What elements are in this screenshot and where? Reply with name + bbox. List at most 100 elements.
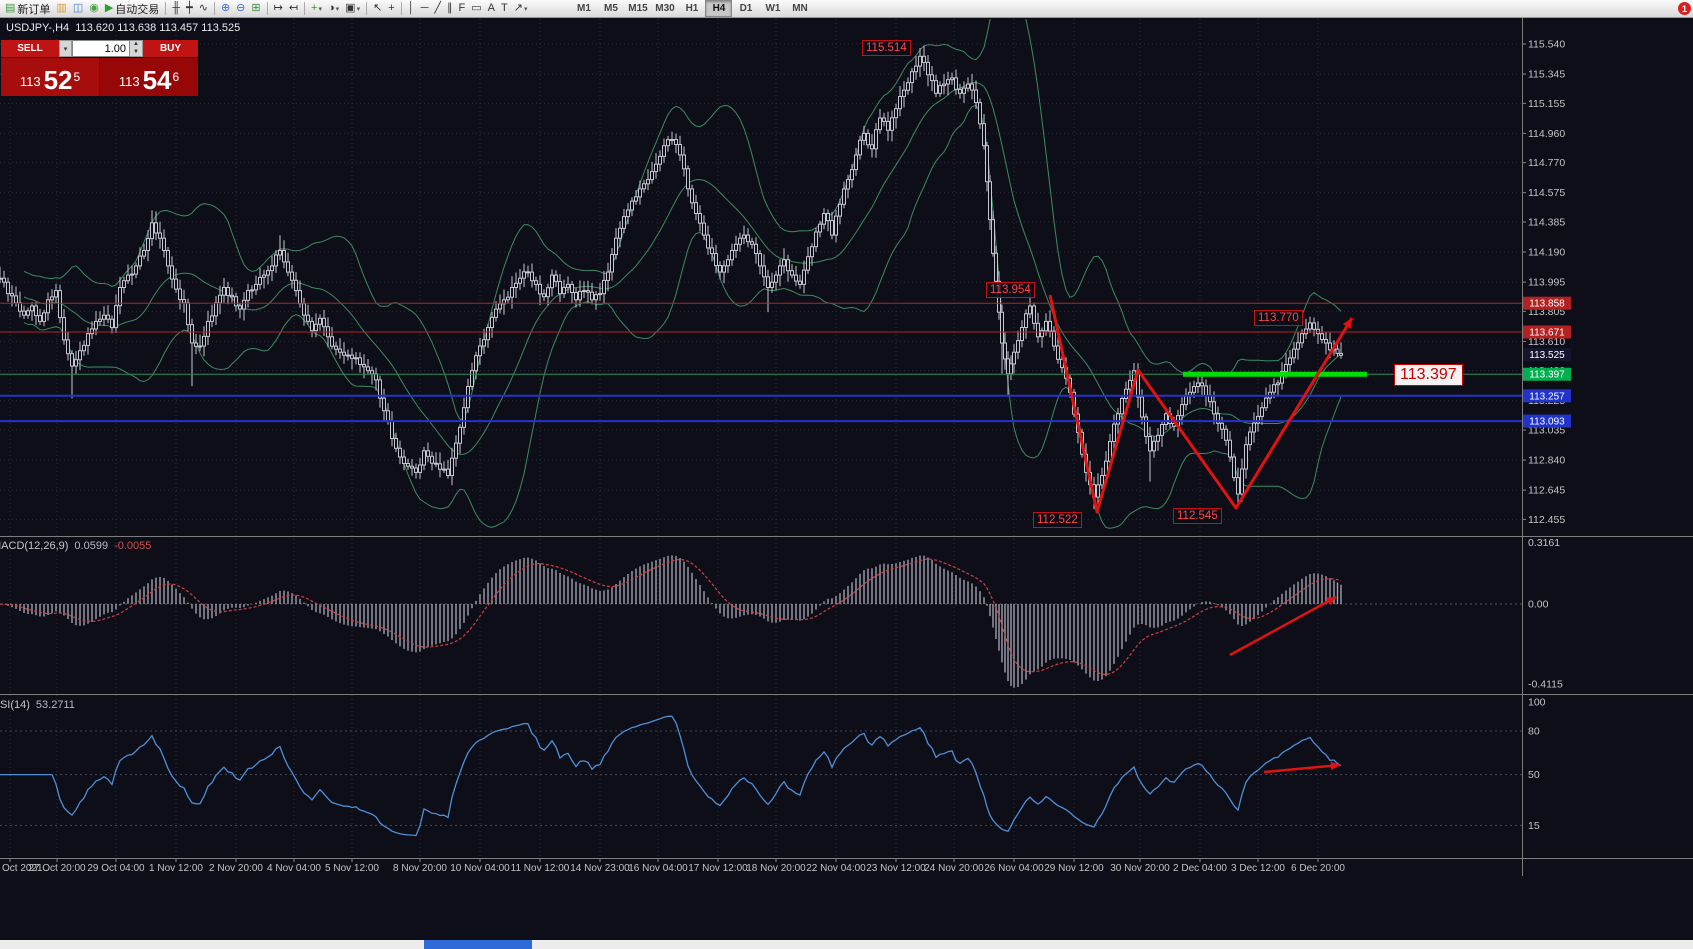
autotrading-button-label: 自动交易 (115, 3, 160, 16)
timeframe-button-h4[interactable]: H4 (705, 0, 733, 17)
bar-chart-button[interactable]: ╫ (170, 1, 182, 16)
macd-main-value: 0.0599 (74, 540, 109, 552)
timeframe-button-m30[interactable]: M30 (655, 3, 675, 14)
charts-icon: ▥ (56, 2, 67, 14)
price-tag (1523, 296, 1571, 310)
price-callout: 112.545 (1173, 508, 1222, 524)
svg-text:115.345: 115.345 (1528, 69, 1565, 81)
autotrading-button[interactable]: ▶ 自动交易 (103, 1, 161, 16)
toolbar-separator (304, 2, 306, 15)
svg-text:80: 80 (1528, 726, 1540, 738)
indicators-icon: ◉ (89, 2, 99, 14)
chart-shift-button[interactable]: ↤ (287, 1, 300, 16)
label-button[interactable]: T (499, 1, 510, 16)
crosshair-button[interactable]: + (386, 1, 396, 16)
svg-text:113.858: 113.858 (1529, 299, 1565, 310)
volume-input[interactable] (72, 40, 130, 57)
volume-stepper[interactable]: ▲ ▼ (130, 40, 143, 57)
timeframe-button-m1[interactable]: M1 (577, 3, 591, 14)
svg-text:0.3161: 0.3161 (1528, 537, 1560, 549)
horizontal-line-button[interactable]: ─ (419, 1, 431, 16)
svg-text:113.397: 113.397 (1529, 370, 1565, 381)
svg-text:114.385: 114.385 (1528, 216, 1565, 228)
indicators-button[interactable]: ◉ (87, 1, 101, 16)
zoom-out-button[interactable]: ⊖ (234, 1, 247, 16)
arrows-button[interactable]: ↗ ▾ (512, 1, 530, 16)
sell-price-display[interactable]: 113 52 5 (1, 58, 99, 96)
svg-text:14 Nov 23:00: 14 Nov 23:00 (570, 863, 630, 874)
line-chart-icon: ∿ (198, 2, 208, 14)
volume-down-icon[interactable]: ▼ (133, 48, 139, 55)
horizontal-scrollbar-thumb[interactable] (424, 940, 532, 949)
svg-text:6 Dec 20:00: 6 Dec 20:00 (1291, 863, 1345, 874)
grid-layer (0, 19, 1522, 856)
svg-text:16 Nov 04:00: 16 Nov 04:00 (628, 863, 688, 874)
candlestick-chart-button[interactable]: ┿ (184, 1, 195, 16)
period-button[interactable]: ◑ ▾ (326, 1, 341, 16)
charts-button[interactable]: ▥ (54, 1, 68, 16)
svg-text:113.257: 113.257 (1529, 391, 1565, 402)
vertical-line-button[interactable]: │ (406, 1, 417, 16)
trend-arrows-layer[interactable] (1048, 294, 1354, 774)
chevron-down-icon: ▾ (356, 5, 361, 13)
svg-text:113.525: 113.525 (1529, 350, 1565, 361)
timeframe-button-m5[interactable]: M5 (604, 3, 618, 14)
bollinger-bands-layer (23, 19, 1342, 529)
macd-histogram (3, 555, 1342, 688)
macd-signal-value: -0.0055 (114, 540, 152, 552)
volume-up-icon[interactable]: ▲ (133, 41, 139, 47)
channel-button[interactable]: ∥ (445, 1, 455, 16)
buy-button[interactable]: BUY (143, 40, 198, 57)
text-button[interactable]: A (486, 1, 497, 16)
svg-text:15: 15 (1528, 820, 1540, 832)
svg-text:30 Nov 20:00: 30 Nov 20:00 (1110, 863, 1170, 874)
horizontal-scrollbar[interactable] (0, 940, 1693, 949)
svg-text:29 Nov 12:00: 29 Nov 12:00 (1044, 863, 1104, 874)
tile-windows-button[interactable]: ⊞ (249, 1, 262, 16)
svg-text:113.093: 113.093 (1529, 417, 1565, 428)
sell-dropdown-icon[interactable]: ▾ (59, 40, 72, 57)
sell-button[interactable]: SELL (1, 40, 59, 57)
buy-price-display[interactable]: 113 54 6 (100, 58, 198, 96)
rsi-name: RSI(14) (0, 699, 30, 711)
toolbar-separator (266, 2, 268, 15)
new-order-button-label: 新订单 (17, 3, 51, 16)
svg-text:Oct 2021: Oct 2021 (2, 863, 43, 874)
fibonacci-button[interactable]: F (457, 1, 468, 16)
macd-signal-line (0, 558, 1342, 676)
template-button[interactable]: ▣ ▾ (343, 1, 362, 16)
svg-text:8 Nov 20:00: 8 Nov 20:00 (393, 863, 447, 874)
price-tag (1523, 367, 1571, 381)
trendline-button[interactable]: ╱ (432, 1, 443, 16)
period-icon: ◑ (327, 2, 335, 14)
auto-scroll-button[interactable]: ↦ (272, 1, 285, 16)
macd-layer (0, 555, 1522, 688)
timeframe-button-d1[interactable]: D1 (739, 3, 753, 14)
zoom-in-button[interactable]: ⊕ (219, 1, 232, 16)
new-order-button[interactable]: ▤ 新订单 (3, 1, 52, 16)
line-chart-button[interactable]: ∿ (197, 1, 210, 16)
svg-text:11 Nov 12:00: 11 Nov 12:00 (511, 863, 570, 874)
timeframe-button-mn[interactable]: MN (792, 3, 808, 14)
autotrading-icon: ▶ (104, 2, 114, 14)
horizontal-lines-layer[interactable] (0, 302, 1522, 423)
timeframe-button-w1[interactable]: W1 (765, 3, 781, 14)
svg-text:27 Oct 20:00: 27 Oct 20:00 (28, 863, 86, 874)
price-callout: 115.514 (862, 40, 911, 56)
cursor-button[interactable]: ↖ (371, 1, 384, 16)
new-chart-button[interactable]: + ▾ (309, 1, 324, 16)
svg-text:1 Nov 12:00: 1 Nov 12:00 (149, 863, 203, 874)
profiles-button[interactable]: ◫ (71, 1, 85, 16)
timeframe-button-m15[interactable]: M15 (628, 3, 648, 14)
timeframe-button-h1[interactable]: H1 (685, 3, 699, 14)
rsi-line (0, 715, 1342, 837)
toolbar-separator (213, 2, 215, 15)
vertical-line-icon: │ (407, 2, 415, 14)
shapes-button[interactable]: ▭ (469, 1, 483, 16)
chevron-down-icon: ▾ (523, 5, 528, 13)
text-icon: A (487, 2, 496, 14)
horizontal-line-icon: ─ (420, 2, 429, 14)
price-callout: 113.397 (1394, 364, 1463, 386)
